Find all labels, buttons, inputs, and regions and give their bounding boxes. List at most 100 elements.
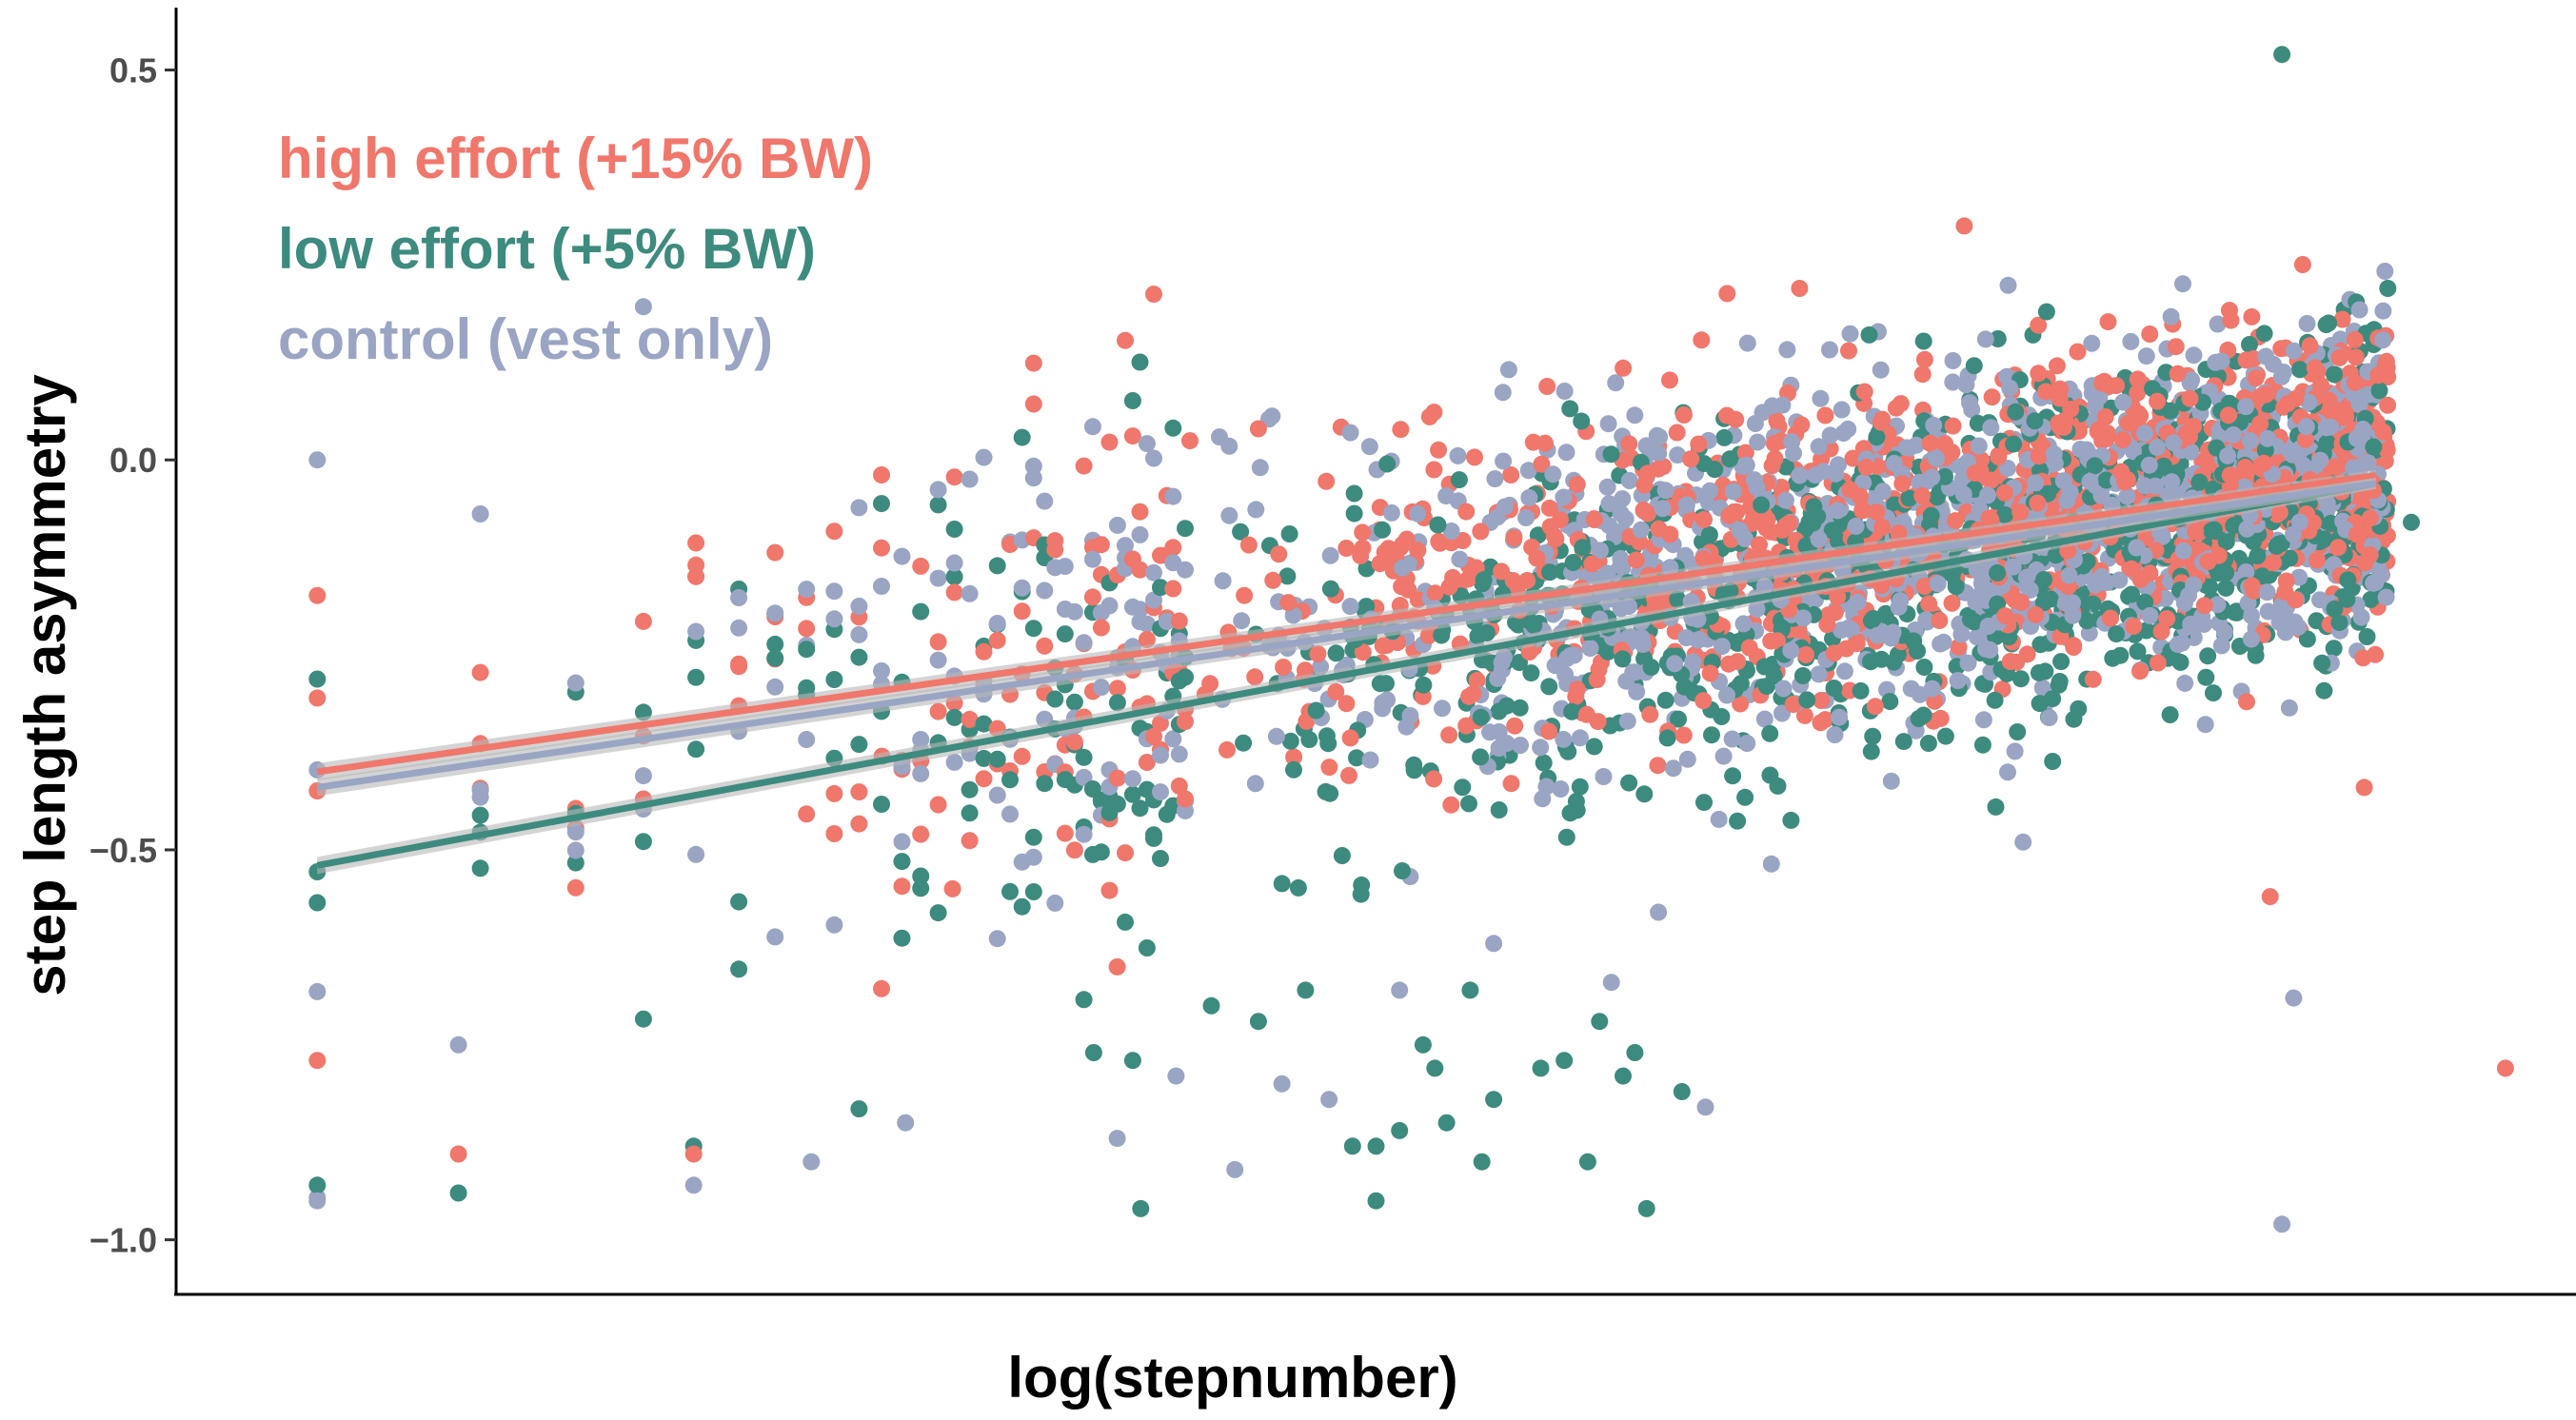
data-point-series-1 [1429,516,1447,534]
data-point-series-1 [1615,1067,1632,1085]
data-point-series-2 [2006,742,2024,760]
data-point-series-2 [1273,1075,1291,1093]
data-point-series-2 [1246,775,1264,793]
data-point-series-2 [2017,568,2035,586]
data-point-series-0 [1966,464,1984,483]
data-point-series-2 [1718,686,1735,704]
data-point-series-2 [730,589,748,606]
data-point-series-0 [1092,536,1110,554]
data-point-series-2 [2091,387,2109,405]
data-point-series-0 [1338,695,1356,713]
data-point-series-2 [897,1114,915,1132]
data-point-series-0 [1440,726,1458,744]
data-point-series-1 [1563,702,1581,720]
data-point-series-2 [873,661,890,680]
data-point-series-2 [2238,520,2256,538]
data-point-series-0 [2354,649,2372,667]
data-point-series-1 [2313,654,2331,672]
data-point-series-2 [2350,301,2368,319]
data-point-series-0 [308,586,327,604]
data-point-series-0 [1426,584,1444,602]
data-point-series-1 [1700,525,1718,543]
data-point-series-2 [1117,537,1134,555]
data-point-series-1 [1075,748,1093,766]
data-point-series-2 [1391,981,1409,999]
data-point-series-2 [1783,433,1801,451]
data-point-series-1 [1591,1013,1609,1031]
data-point-series-0 [2069,343,2087,361]
data-point-series-2 [2359,454,2377,471]
data-point-series-1 [1232,523,1250,541]
data-point-series-1 [1567,793,1585,811]
data-point-series-0 [1065,841,1083,859]
data-point-series-1 [1914,706,1932,724]
data-point-series-1 [961,780,979,799]
data-point-series-1 [825,671,843,688]
data-point-series-2 [1571,729,1589,747]
data-point-series-2 [1923,468,1941,486]
data-point-series-1 [1123,392,1141,409]
data-point-series-0 [1913,486,1932,504]
data-point-series-1 [1202,996,1220,1015]
data-point-series-2 [1666,655,1684,673]
data-point-series-1 [2281,549,2299,567]
data-point-series-0 [766,543,784,562]
data-point-series-2 [1382,503,1400,522]
data-point-series-1 [2194,393,2211,411]
data-point-series-0 [2030,316,2048,334]
data-point-series-1 [2379,280,2397,297]
data-point-series-0 [2255,454,2273,472]
data-point-series-0 [1056,824,1074,842]
data-point-series-2 [2176,674,2194,692]
data-point-series-2 [1024,457,1042,475]
data-point-series-0 [2048,357,2066,375]
data-point-series-2 [1485,935,1503,953]
data-point-series-2 [2137,347,2155,365]
data-point-series-1 [1108,795,1126,813]
data-point-series-1 [912,879,930,897]
data-point-series-1 [1454,779,1472,797]
data-point-series-1 [1564,554,1582,571]
data-point-series-2 [1555,488,1573,506]
data-point-series-2 [1998,460,2016,477]
data-point-series-0 [687,567,705,585]
data-point-series-0 [1285,748,1303,766]
data-point-series-0 [1797,645,1814,663]
data-point-series-0 [2243,307,2261,325]
data-point-series-2 [1519,462,1537,480]
data-point-series-0 [2372,365,2390,383]
data-point-series-2 [1145,563,1162,582]
data-point-series-0 [2051,418,2069,436]
data-point-series-0 [873,979,890,997]
data-point-series-1 [2031,636,2050,654]
data-point-series-0 [1983,388,2001,406]
data-point-series-2 [825,916,843,934]
data-point-series-1 [308,894,327,912]
data-point-series-0 [1588,671,1606,689]
data-point-series-2 [1892,592,1910,610]
data-point-series-0 [1540,499,1558,517]
data-point-series-0 [1540,722,1557,740]
data-point-series-0 [1117,331,1134,349]
data-point-series-1 [687,668,705,686]
data-point-series-0 [945,583,963,602]
data-point-series-2 [1434,700,1451,718]
data-point-series-2 [1934,633,1952,651]
data-point-series-1 [1987,798,2005,816]
data-point-series-2 [1591,542,1609,560]
data-point-series-1 [2070,700,2088,718]
data-point-series-0 [1931,612,1949,629]
data-point-series-1 [1805,498,1823,516]
data-point-series-0 [1577,705,1595,723]
data-point-series-2 [1974,711,1992,729]
data-point-series-1 [1706,461,1724,479]
data-point-series-0 [2030,447,2048,465]
data-point-series-1 [1013,428,1031,446]
data-point-series-2 [2377,588,2395,606]
data-point-series-2 [2136,424,2154,443]
data-point-series-2 [1164,487,1182,505]
data-point-series-1 [1131,353,1149,371]
data-point-series-0 [1729,653,1747,671]
data-point-series-0 [1528,549,1546,567]
